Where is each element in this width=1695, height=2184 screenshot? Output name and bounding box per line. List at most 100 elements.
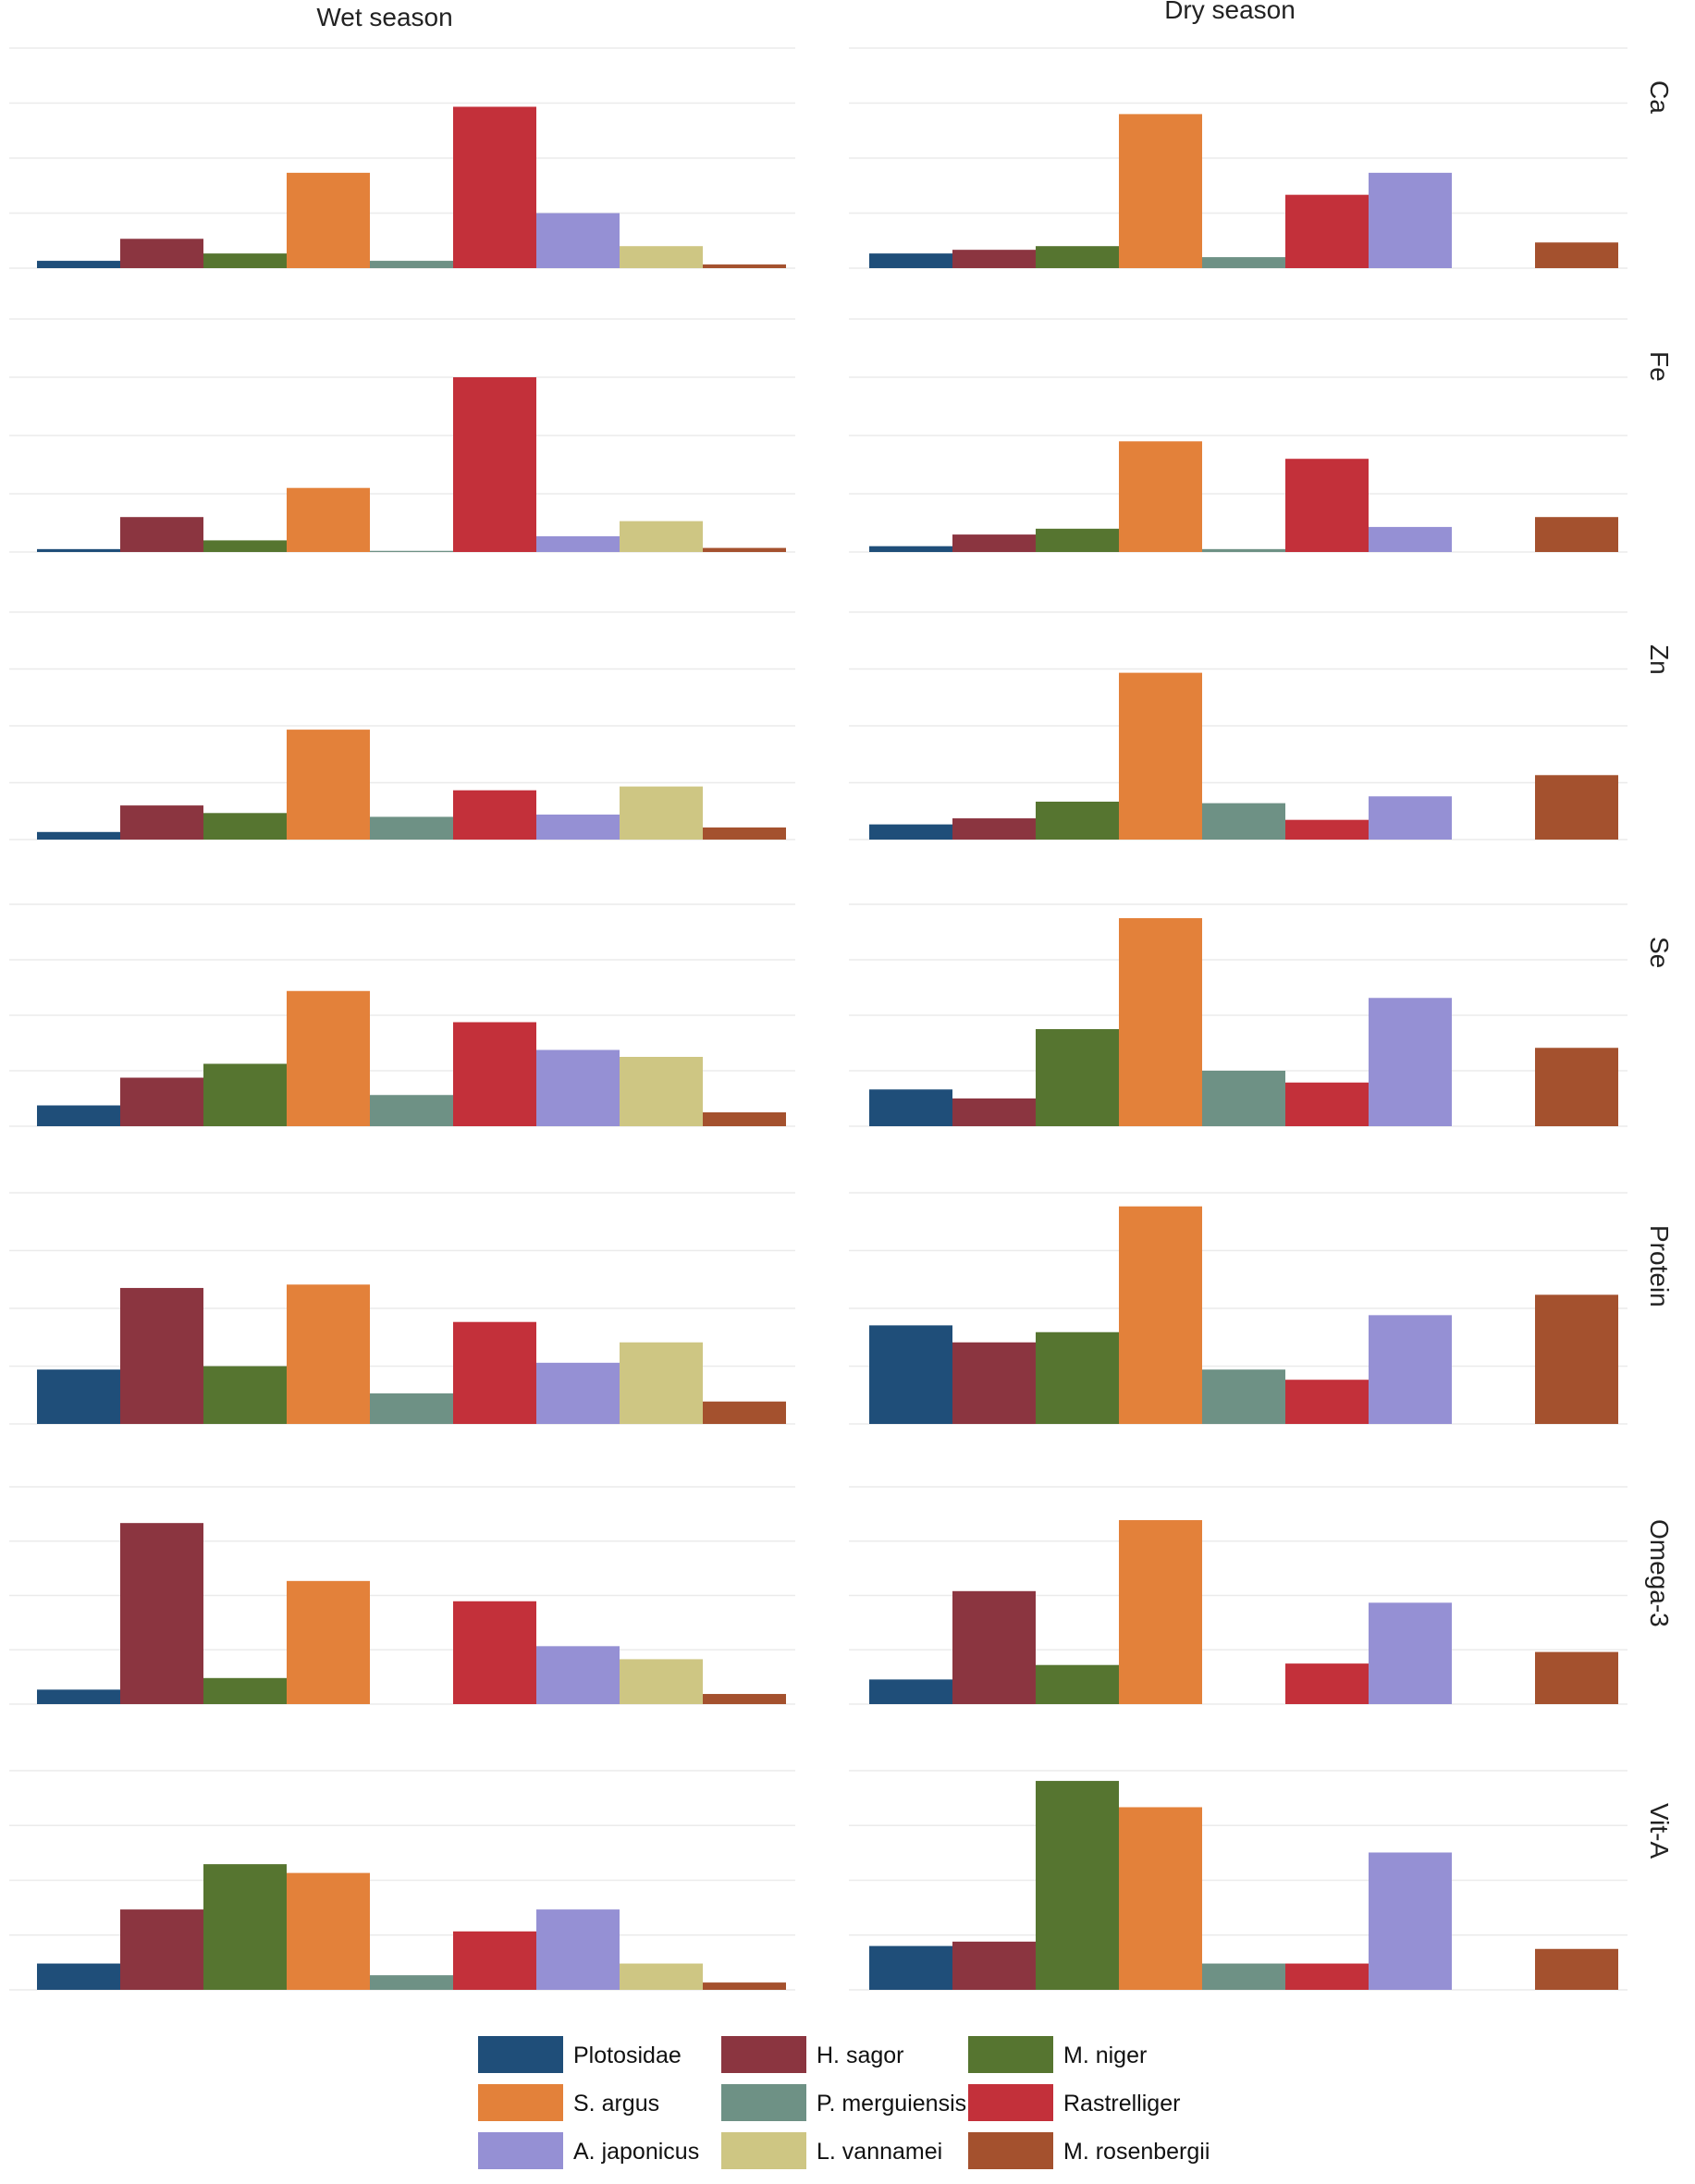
bar-zn-wet-s-argus	[287, 730, 370, 840]
bar-zn-wet-a-japonicus	[536, 814, 620, 840]
legend: Plotosidae H. sagor M. niger S. argus P. mer…	[478, 2036, 1210, 2169]
bar-ca-wet-rastrelliger	[453, 106, 536, 268]
legend-swatch	[478, 2132, 563, 2169]
bar-protein-wet-p-merguiensis	[370, 1393, 453, 1424]
bar-fe-wet-l-vannamei	[620, 521, 703, 552]
bar-protein-dry-m-rosenbergii	[1535, 1294, 1618, 1424]
column-title-wet: Wet season	[316, 3, 452, 31]
panel-omega-3-wet	[9, 1486, 795, 1705]
bar-se-wet-a-japonicus	[536, 1049, 620, 1126]
bar-protein-wet-m-rosenbergii	[703, 1401, 786, 1424]
bar-se-wet-rastrelliger	[453, 1022, 536, 1126]
legend-item-p-merguiensis: P. merguiensis	[721, 2084, 966, 2121]
bar-zn-wet-l-vannamei	[620, 786, 703, 840]
bar-fe-dry-a-japonicus	[1369, 526, 1452, 552]
bar-omega-3-wet-m-niger	[203, 1677, 287, 1704]
bar-vit-a-wet-m-niger	[203, 1864, 287, 1990]
bar-protein-wet-h-sagor	[120, 1287, 203, 1424]
bar-omega-3-dry-m-niger	[1036, 1664, 1119, 1704]
bar-fe-wet-a-japonicus	[536, 535, 620, 552]
panel-ca-wet	[9, 47, 795, 269]
legend-swatch	[721, 2132, 806, 2169]
bar-fe-dry-rastrelliger	[1285, 459, 1369, 552]
bar-ca-dry-plotosidae	[869, 253, 952, 268]
legend-label: M. niger	[1063, 2043, 1147, 2068]
bar-ca-wet-p-merguiensis	[370, 261, 453, 268]
bar-se-dry-s-argus	[1119, 918, 1202, 1126]
bar-se-wet-m-niger	[203, 1063, 287, 1126]
bar-omega-3-wet-m-rosenbergii	[703, 1694, 786, 1704]
bar-zn-wet-p-merguiensis	[370, 816, 453, 840]
row-label-zn: Zn	[1645, 644, 1674, 675]
bar-protein-wet-plotosidae	[37, 1369, 120, 1424]
bar-fe-wet-plotosidae	[37, 548, 120, 552]
bar-zn-wet-rastrelliger	[453, 790, 536, 840]
legend-label: H. sagor	[817, 2043, 903, 2068]
panel-protein-wet	[9, 1192, 795, 1425]
bar-omega-3-wet-s-argus	[287, 1580, 370, 1704]
legend-item-plotosidae: Plotosidae	[478, 2036, 682, 2073]
bar-protein-wet-s-argus	[287, 1284, 370, 1424]
bar-vit-a-dry-s-argus	[1119, 1807, 1202, 1990]
bar-se-wet-h-sagor	[120, 1077, 203, 1126]
bar-ca-wet-h-sagor	[120, 239, 203, 268]
bar-omega-3-dry-m-rosenbergii	[1535, 1651, 1618, 1704]
bar-vit-a-wet-m-rosenbergii	[703, 1982, 786, 1990]
legend-swatch	[478, 2036, 563, 2073]
bar-fe-wet-rastrelliger	[453, 377, 536, 552]
bar-omega-3-dry-s-argus	[1119, 1520, 1202, 1704]
legend-item-m-rosenbergii: M. rosenbergii	[968, 2132, 1210, 2169]
panel-omega-3-dry	[849, 1486, 1627, 1705]
bar-protein-dry-p-merguiensis	[1202, 1369, 1285, 1424]
legend-label: M. rosenbergii	[1063, 2139, 1210, 2165]
legend-item-s-argus: S. argus	[478, 2084, 659, 2121]
panel-vit-a-wet	[9, 1770, 795, 1991]
bar-omega-3-wet-plotosidae	[37, 1689, 120, 1704]
bar-protein-dry-s-argus	[1119, 1206, 1202, 1424]
bar-omega-3-dry-rastrelliger	[1285, 1663, 1369, 1704]
bar-se-dry-plotosidae	[869, 1089, 952, 1126]
bar-vit-a-dry-m-niger	[1036, 1781, 1119, 1990]
legend-item-h-sagor: H. sagor	[721, 2036, 903, 2073]
panel-se-wet	[9, 903, 795, 1127]
bar-protein-dry-a-japonicus	[1369, 1315, 1452, 1424]
legend-swatch	[968, 2132, 1053, 2169]
bar-ca-dry-h-sagor	[952, 250, 1036, 268]
legend-swatch	[721, 2036, 806, 2073]
bar-se-wet-plotosidae	[37, 1105, 120, 1126]
bar-omega-3-dry-a-japonicus	[1369, 1602, 1452, 1704]
bar-se-wet-l-vannamei	[620, 1057, 703, 1126]
panels-group: Ca Fe Zn Se Protein Omega-3 Vit-A	[9, 47, 1674, 1991]
legend-item-a-japonicus: A. japonicus	[478, 2132, 699, 2169]
bar-zn-wet-plotosidae	[37, 831, 120, 840]
bar-fe-wet-s-argus	[287, 487, 370, 552]
bar-fe-dry-s-argus	[1119, 441, 1202, 552]
bar-se-wet-s-argus	[287, 990, 370, 1126]
bar-protein-wet-rastrelliger	[453, 1321, 536, 1424]
legend-label: P. merguiensis	[817, 2091, 966, 2117]
bar-ca-dry-p-merguiensis	[1202, 257, 1285, 268]
bar-vit-a-wet-a-japonicus	[536, 1909, 620, 1990]
bar-protein-dry-m-niger	[1036, 1331, 1119, 1424]
bar-fe-dry-m-rosenbergii	[1535, 517, 1618, 552]
bar-se-dry-a-japonicus	[1369, 998, 1452, 1126]
legend-swatch	[968, 2084, 1053, 2121]
bar-zn-dry-plotosidae	[869, 824, 952, 840]
bar-vit-a-dry-h-sagor	[952, 1941, 1036, 1990]
bar-omega-3-wet-l-vannamei	[620, 1659, 703, 1704]
bar-ca-dry-s-argus	[1119, 114, 1202, 269]
legend-swatch	[721, 2084, 806, 2121]
bar-protein-wet-m-niger	[203, 1366, 287, 1424]
bar-ca-dry-rastrelliger	[1285, 194, 1369, 268]
bar-fe-dry-plotosidae	[869, 546, 952, 552]
bar-vit-a-dry-m-rosenbergii	[1535, 1948, 1618, 1990]
bar-vit-a-dry-plotosidae	[869, 1945, 952, 1990]
legend-item-l-vannamei: L. vannamei	[721, 2132, 942, 2169]
bar-vit-a-dry-rastrelliger	[1285, 1963, 1369, 1990]
bar-zn-dry-h-sagor	[952, 818, 1036, 840]
panel-protein-dry	[849, 1192, 1627, 1425]
bar-fe-wet-p-merguiensis	[370, 550, 453, 552]
legend-item-m-niger: M. niger	[968, 2036, 1147, 2073]
bar-vit-a-wet-rastrelliger	[453, 1931, 536, 1990]
